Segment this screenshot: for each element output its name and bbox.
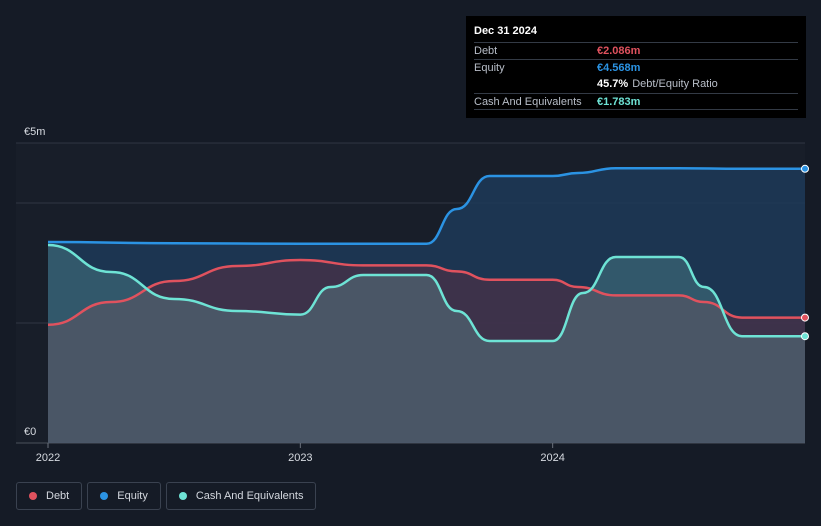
tooltip-debt-label: Debt xyxy=(474,45,498,57)
tooltip-cash-value: €1.783m xyxy=(597,96,641,108)
data-tooltip: Dec 31 2024 Debt €2.086m Equity €4.568m … xyxy=(466,16,806,118)
debt-line xyxy=(47,258,805,327)
x-tick-label: 2023 xyxy=(288,452,312,464)
equity-end-point xyxy=(801,164,809,173)
legend-item-equity[interactable]: Equity xyxy=(87,482,161,510)
tooltip-date: Dec 31 2024 xyxy=(474,25,537,37)
tooltip-equity-row: Equity €4.568m xyxy=(474,59,798,76)
y-tick-label: €5m xyxy=(24,126,45,138)
tooltip-equity-label: Equity xyxy=(474,62,505,74)
legend-label-equity: Equity xyxy=(117,490,148,502)
cash-line xyxy=(47,243,805,343)
tooltip-debt-value: €2.086m xyxy=(597,45,641,57)
x-tick-label: 2024 xyxy=(540,452,564,464)
tooltip-equity-value: €4.568m xyxy=(597,62,641,74)
legend-label-cash: Cash And Equivalents xyxy=(195,490,304,502)
legend-item-cash[interactable]: Cash And Equivalents xyxy=(165,482,317,510)
tooltip-debt-row: Debt €2.086m xyxy=(474,42,798,59)
tooltip-ratio-row: 45.7% Debt/Equity Ratio xyxy=(474,76,798,93)
tooltip-ratio-label: Debt/Equity Ratio xyxy=(632,78,718,90)
tooltip-cash-label: Cash And Equivalents xyxy=(474,96,582,108)
equity-dot-icon xyxy=(100,492,109,500)
y-tick-label: €0 xyxy=(24,426,36,438)
tooltip-ratio-value: 45.7% xyxy=(597,78,629,90)
legend-item-debt[interactable]: Debt xyxy=(16,482,83,510)
debt-area xyxy=(48,260,805,443)
tooltip-cash-row: Cash And Equivalents €1.783m xyxy=(474,93,798,110)
debt-end-point xyxy=(801,313,809,322)
equity-line xyxy=(47,166,805,246)
cash-dot-icon xyxy=(178,492,187,500)
legend-label-debt: Debt xyxy=(46,490,70,502)
debt-dot-icon xyxy=(29,492,37,500)
x-tick-label: 2022 xyxy=(36,452,60,464)
cash-end-point xyxy=(801,332,809,341)
chart-legend: Debt Equity Cash And Equivalents xyxy=(16,482,317,510)
